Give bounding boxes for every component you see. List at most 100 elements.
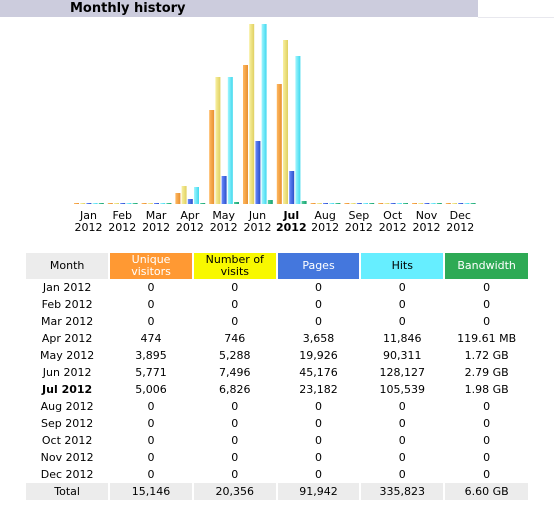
x-tick-label: Jul [282,209,299,222]
cell-bandwidth: 0 [483,417,491,430]
table-row: Mar 2012 0 0 0 0 0 [26,313,528,330]
x-tick-label: Nov [416,209,438,222]
x-tick-label: 2012 [108,221,136,234]
x-tick-label: Mar [146,209,167,222]
cell-hits: 0 [398,281,406,294]
bar-bandwidth-3 [166,203,172,204]
bar-visits-11 [418,203,424,204]
x-tick-label: Feb [113,209,132,222]
x-tick-label: 2012 [75,221,103,234]
cell-visits: 0 [231,434,239,447]
cell-visits: 746 [224,332,246,345]
cell-bandwidth: 0 [483,281,491,294]
bar-visits-12 [452,203,457,204]
x-tick-label: 2012 [276,221,307,234]
cell-hits: 0 [398,468,406,481]
cell-pages: 0 [315,298,322,311]
total-unique: 15,146 [110,483,192,500]
cell-pages: 0 [315,417,322,430]
cell-bandwidth: 0 [483,434,491,447]
bar-bandwidth-5 [234,202,239,204]
bar-unique-9 [344,203,350,204]
x-tick-label: 2012 [210,221,238,234]
cell-pages: 19,926 [299,349,338,362]
bar-visits-8 [316,203,322,204]
cell-visits: 0 [231,315,239,328]
column-header-number-of-visits: Number of visits [193,253,276,279]
bar-hits-2 [126,203,132,204]
cell-hits: 0 [398,298,406,311]
table-row: Jan 2012 0 0 0 0 0 [26,279,528,296]
bar-hits-8 [329,203,335,204]
bar-pages-4 [187,199,193,204]
cell-unique: 0 [147,315,155,328]
section-title: Monthly history [70,1,186,16]
bar-hits-1 [92,203,98,204]
cell-unique: 474 [140,332,162,345]
cell-hits: 90,311 [383,349,422,362]
bar-unique-6 [243,65,248,204]
cell-month: Aug 2012 [40,400,94,413]
total-bandwidth: 6.60 GB [445,483,528,500]
bar-pages-6 [255,141,261,204]
section-header: Monthly history [0,0,478,17]
bar-hits-4 [194,187,199,204]
cell-month: Jan 2012 [42,281,92,294]
table-row: May 2012 3,895 5,288 19,926 90,311 1.72 GB [26,347,528,364]
bar-pages-12 [458,203,464,204]
bar-hits-10 [396,203,402,204]
bar-unique-2 [107,203,113,204]
cell-visits: 7,496 [219,366,251,379]
table-row: Sep 2012 0 0 0 0 0 [26,415,528,432]
cell-hits: 0 [398,434,406,447]
cell-unique: 5,006 [135,383,167,396]
bar-hits-12 [464,203,470,204]
bar-unique-3 [141,203,147,204]
cell-month: Feb 2012 [41,298,93,311]
total-hits: 335,823 [361,483,444,500]
x-tick-label: Sep [349,209,370,222]
column-header-unique-visitors: Unique visitors [110,253,192,279]
bar-hits-3 [160,203,166,204]
bar-hits-11 [430,203,436,204]
x-tick-label: Jun [248,209,266,222]
cell-pages: 0 [315,281,322,294]
x-tick-label: Dec [450,209,471,222]
bar-pages-9 [356,203,362,204]
cell-visits: 5,288 [219,349,251,362]
x-tick-label: 2012 [446,221,474,234]
x-tick-label: Aug [314,209,335,222]
cell-bandwidth: 1.98 GB [464,383,509,396]
bar-visits-6 [249,24,255,204]
bar-visits-10 [384,203,390,204]
total-month: Total [26,483,109,500]
bar-pages-3 [154,203,159,204]
bar-hits-9 [363,203,368,204]
table-row: Feb 2012 0 0 0 0 0 [26,296,528,313]
table-row: Jul 2012 5,006 6,826 23,182 105,539 1.98 GB [26,381,528,398]
monthly-history-table: Month Unique visitors Number of visits P… [24,253,530,500]
table-total-row: Total 15,146 20,356 91,942 335,823 6.60 GB [26,483,528,500]
column-header-month: Month [26,253,109,279]
bar-visits-5 [215,77,221,204]
cell-bandwidth: 1.72 GB [464,349,509,362]
cell-hits: 0 [398,451,406,464]
cell-unique: 5,771 [135,366,167,379]
bar-pages-11 [424,203,430,204]
bar-bandwidth-9 [369,203,375,204]
table-row: Dec 2012 0 0 0 0 0 [26,466,528,483]
bar-visits-3 [147,203,153,204]
bar-unique-11 [412,203,417,204]
table-row: Aug 2012 0 0 0 0 0 [26,398,528,415]
x-tick-label: 2012 [413,221,441,234]
cell-hits: 0 [398,400,406,413]
bar-bandwidth-11 [436,203,442,204]
bar-unique-4 [175,193,181,204]
cell-unique: 0 [147,281,155,294]
cell-hits: 128,127 [379,366,426,379]
bar-bandwidth-10 [403,203,408,204]
cell-unique: 0 [147,451,155,464]
total-visits: 20,356 [193,483,276,500]
bar-bandwidth-2 [132,203,138,204]
table-row: Nov 2012 0 0 0 0 0 [26,449,528,466]
